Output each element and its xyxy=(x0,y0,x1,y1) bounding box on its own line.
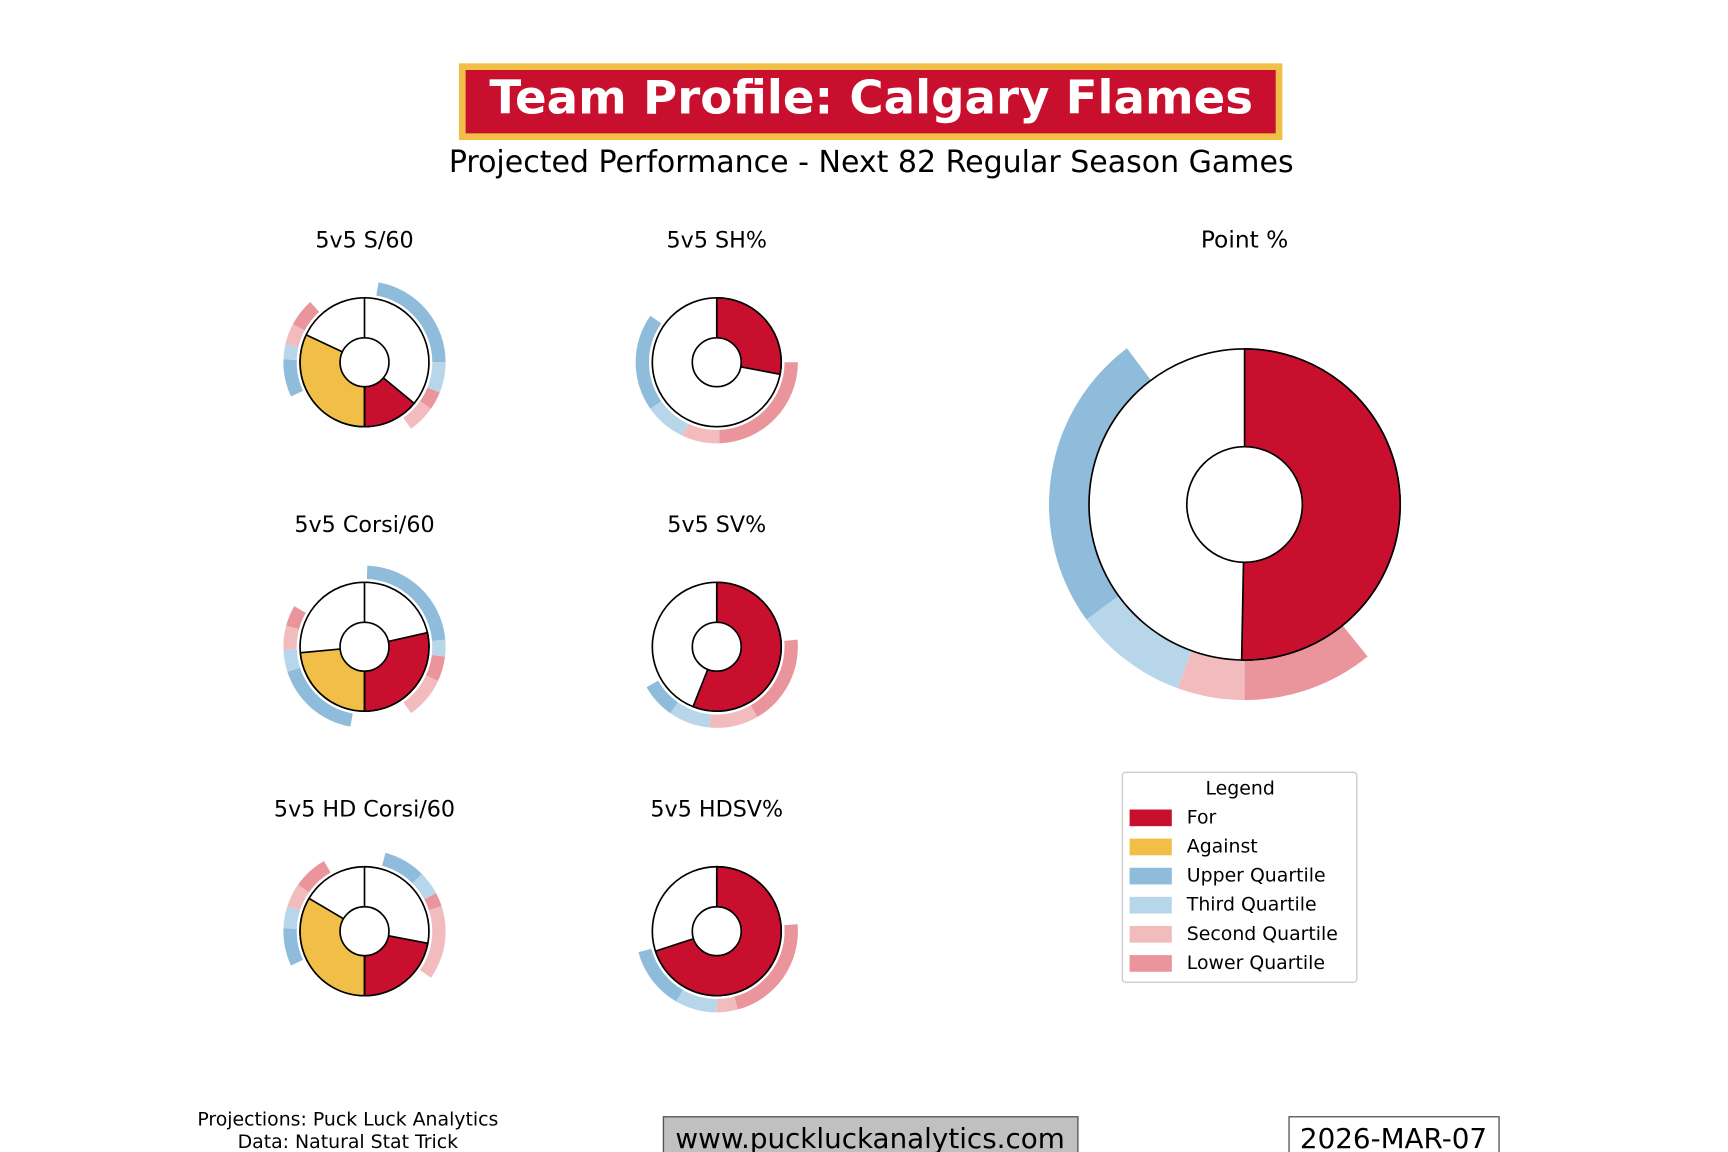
quartile-arc xyxy=(650,401,689,436)
legend-label: For xyxy=(1187,806,1217,828)
quartile-arc xyxy=(431,639,446,657)
quartile-arc xyxy=(403,675,439,714)
quartile-arc xyxy=(425,654,446,682)
donut-hole xyxy=(1185,445,1304,564)
quartile-arc xyxy=(283,625,300,650)
donut-hole xyxy=(691,336,743,388)
website: www.puckluckanalytics.com xyxy=(675,1122,1064,1152)
legend-label: Upper Quartile xyxy=(1187,865,1326,887)
quartile-arc xyxy=(676,989,717,1013)
legend-title: Legend xyxy=(1205,777,1274,799)
chart-title: 5v5 S/60 xyxy=(315,228,413,254)
quartile-arc xyxy=(287,667,353,727)
quartile-arc xyxy=(283,906,301,929)
donut-hole xyxy=(691,621,743,673)
chart-title: 5v5 SV% xyxy=(667,512,766,538)
page-title: Team Profile: Calgary Flames xyxy=(489,72,1253,126)
quartile-arc xyxy=(734,924,798,1010)
quartile-arc xyxy=(285,324,305,348)
quartile-arc xyxy=(420,906,446,978)
quartile-arc xyxy=(427,362,446,393)
quartile-arc xyxy=(366,565,446,641)
legend-label: Second Quartile xyxy=(1187,923,1338,945)
legend-label: Against xyxy=(1187,835,1258,857)
legend-label: Third Quartile xyxy=(1186,894,1317,916)
quartile-arc xyxy=(286,606,306,630)
quartile-arc xyxy=(709,705,758,728)
legend-swatch xyxy=(1129,925,1172,943)
quartile-arc xyxy=(716,996,738,1013)
title-box xyxy=(458,63,1283,141)
legend-swatch xyxy=(1129,838,1172,856)
quartile-arc xyxy=(1086,595,1192,689)
chart-title: Point % xyxy=(1201,226,1289,254)
quartile-arc xyxy=(287,884,309,911)
quartile-arc xyxy=(424,893,442,911)
quartile-arc xyxy=(670,702,711,728)
website-box xyxy=(662,1116,1079,1152)
quartile-arc xyxy=(283,928,304,966)
quartile-arc xyxy=(719,362,798,444)
date-box xyxy=(1288,1116,1500,1152)
donut-hole xyxy=(339,905,390,957)
quartile-arc xyxy=(382,852,422,884)
for-wedge xyxy=(1240,348,1401,661)
quartile-arc xyxy=(750,639,798,717)
donut-hole xyxy=(691,905,743,957)
quartile-arc xyxy=(635,315,662,409)
quartile-arc xyxy=(638,948,683,1002)
quartile-arc xyxy=(420,387,440,409)
quartile-arc xyxy=(376,282,446,363)
quartile-arc xyxy=(1049,348,1151,620)
quartile-arc xyxy=(1177,650,1245,701)
legend-swatch xyxy=(1129,896,1172,914)
legend-swatch xyxy=(1129,955,1172,972)
chart-title: 5v5 SH% xyxy=(667,228,767,254)
credit: Projections: Puck Luck Analytics xyxy=(197,1109,498,1131)
chart-title: 5v5 Corsi/60 xyxy=(294,512,434,538)
quartile-arc xyxy=(283,649,301,672)
quartile-arc xyxy=(646,680,678,714)
quartile-arc xyxy=(298,860,331,893)
date: 2026-MAR-07 xyxy=(1300,1122,1487,1152)
quartile-arc xyxy=(403,401,431,429)
chart-title: 5v5 HD Corsi/60 xyxy=(274,797,455,823)
chart-title: 5v5 HDSV% xyxy=(650,797,783,823)
quartile-arc xyxy=(283,344,299,360)
quartile-arc xyxy=(682,423,720,444)
quartile-arc xyxy=(412,873,437,900)
page-subtitle: Projected Performance - Next 82 Regular … xyxy=(449,145,1294,180)
donut-hole xyxy=(339,336,390,388)
legend-label: Lower Quartile xyxy=(1187,952,1325,974)
quartile-arc xyxy=(292,301,320,331)
donut-hole xyxy=(339,621,390,673)
legend-box xyxy=(1121,771,1358,983)
credit: Data: Natural Stat Trick xyxy=(238,1131,459,1152)
legend-swatch xyxy=(1129,809,1172,827)
quartile-arc xyxy=(283,359,304,397)
quartile-arc xyxy=(1244,625,1368,701)
legend-swatch xyxy=(1129,867,1172,885)
